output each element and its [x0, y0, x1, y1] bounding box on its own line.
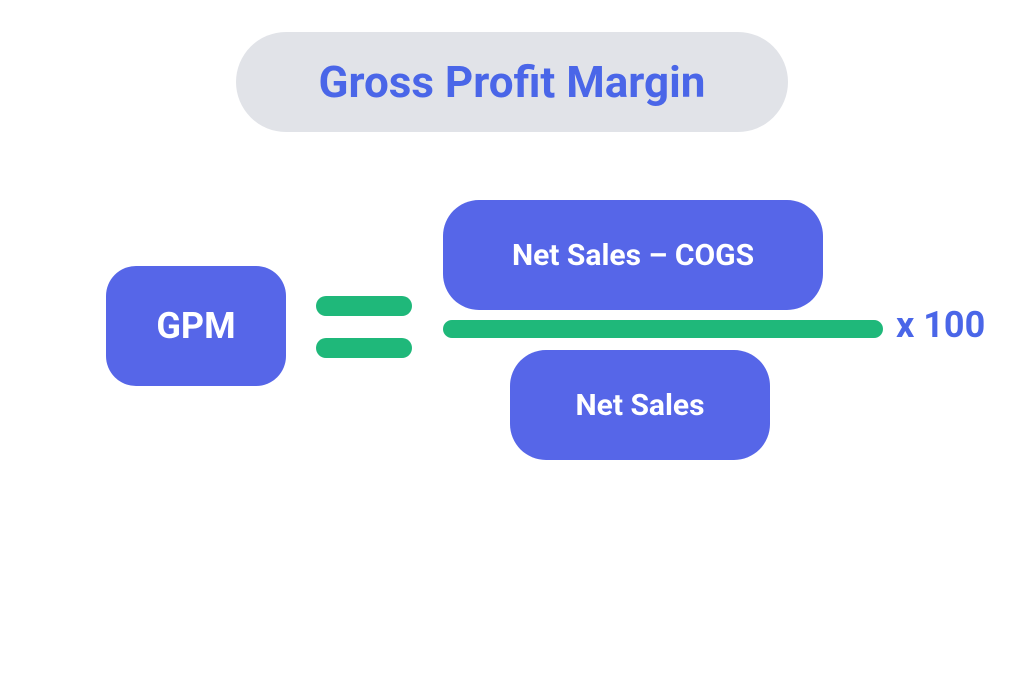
title-text: Gross Profit Margin [319, 56, 706, 108]
gpm-label: GPM [156, 305, 235, 347]
equals-bar-bottom [316, 338, 412, 358]
division-bar [443, 320, 883, 338]
numerator-label: Net Sales – COGS [512, 238, 754, 273]
multiplier-label: x 100 [896, 304, 985, 346]
denominator-box: Net Sales [510, 350, 770, 460]
gpm-box: GPM [106, 266, 286, 386]
title-pill: Gross Profit Margin [236, 32, 788, 132]
numerator-box: Net Sales – COGS [443, 200, 823, 310]
denominator-label: Net Sales [575, 388, 704, 423]
equals-bar-top [316, 296, 412, 316]
